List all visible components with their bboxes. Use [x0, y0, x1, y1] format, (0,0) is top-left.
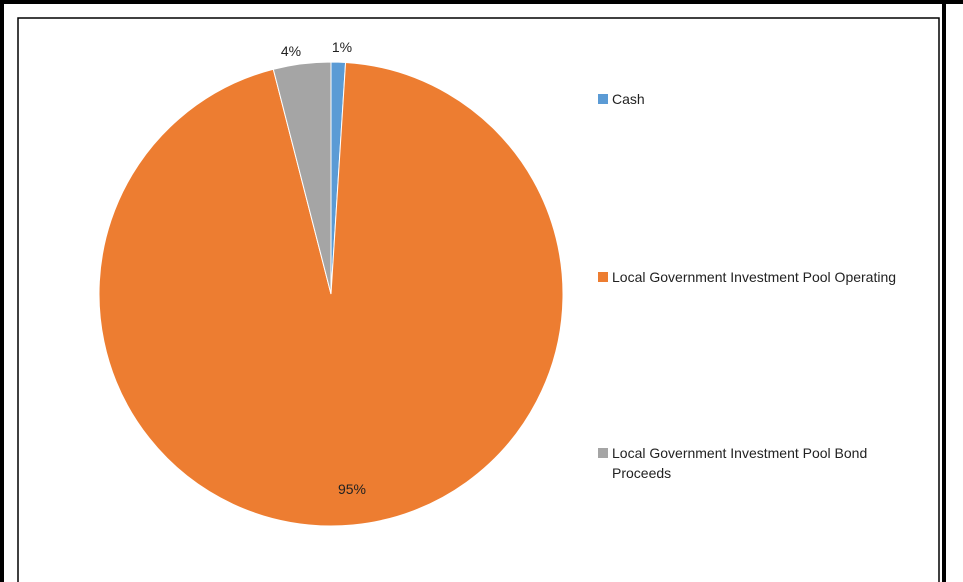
legend-swatch-operating — [598, 272, 608, 282]
legend-label-cash: Cash — [612, 91, 645, 107]
pie-chart: 1% 95% 4% — [98, 39, 564, 527]
pie-slice-2 — [272, 61, 332, 295]
pie-data-label-0: 1% — [332, 39, 352, 55]
pie-data-label-2: 4% — [281, 43, 301, 59]
legend-swatch-cash — [598, 94, 608, 104]
pie-data-label-1: 95% — [338, 481, 366, 497]
legend-swatch-bond-proceeds — [598, 448, 608, 458]
legend-label-operating: Local Government Investment Pool Operati… — [612, 269, 897, 285]
pie-slice-1 — [98, 61, 564, 527]
legend-label-bond-proceeds: Local Government Investment Pool Bond Pr… — [612, 445, 868, 481]
